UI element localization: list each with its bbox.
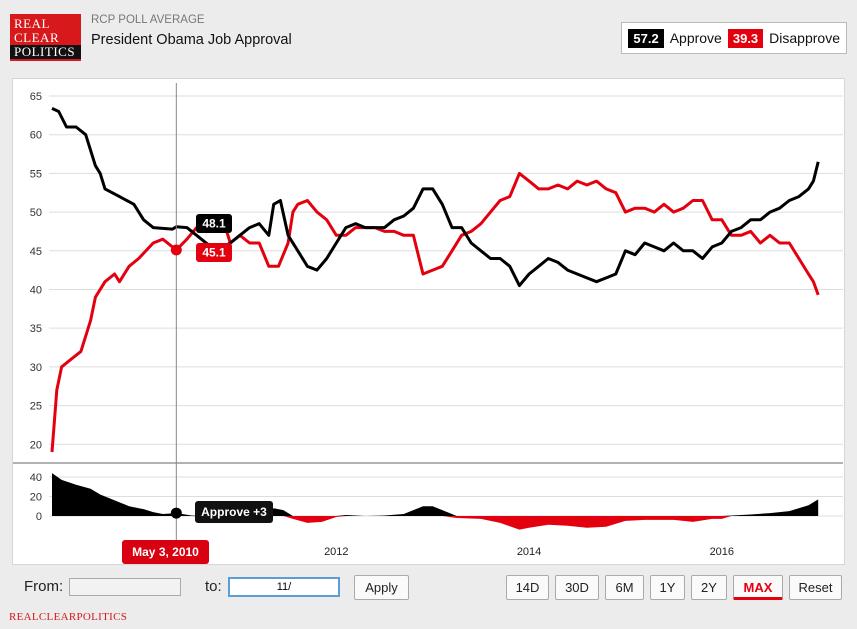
y-tick-label: 65: [30, 91, 42, 103]
range-button-30d[interactable]: 30D: [555, 575, 599, 600]
date-tooltip: May 3, 2010: [132, 545, 199, 559]
from-date-input[interactable]: [69, 578, 181, 596]
y-tick-label: 25: [30, 401, 42, 413]
spread-hover-dot: [170, 507, 182, 519]
spread-tooltip: Approve +3: [201, 505, 267, 519]
disapprove-series-line: [50, 171, 820, 453]
y-tick-label: 40: [30, 284, 42, 296]
to-label: to:: [205, 578, 222, 595]
y-tick-label: 30: [30, 362, 42, 374]
chart-panel[interactable]: [12, 78, 845, 565]
range-button-2y[interactable]: 2Y: [691, 575, 727, 600]
y-tick-label: 55: [30, 168, 42, 180]
range-button-max[interactable]: MAX: [733, 575, 783, 600]
y-tick-label: 60: [30, 130, 42, 142]
y-tick-label: 45: [30, 246, 42, 258]
spread-area-positive: [52, 473, 819, 516]
date-tooltip-box: [122, 540, 209, 564]
disapprove-legend-label: Disapprove: [769, 30, 840, 46]
spread-y-tick-label: 0: [36, 511, 42, 523]
spread-tooltip-box: [195, 501, 273, 523]
x-tick-label: 2014: [517, 546, 541, 558]
disapprove-value-badge: 39.3: [727, 28, 764, 48]
approve-legend-label: Approve: [669, 30, 722, 46]
approve-value-badge: 57.2: [628, 28, 664, 48]
y-tick-label: 35: [30, 323, 42, 335]
legend: 57.2 Approve 39.3 Disapprove: [621, 22, 847, 54]
y-tick-label: 50: [30, 207, 42, 219]
logo-line: CLEAR: [14, 30, 60, 45]
apply-button[interactable]: Apply: [354, 575, 409, 600]
chart-subtitle: RCP POLL AVERAGE: [91, 14, 205, 26]
reset-button[interactable]: Reset: [789, 575, 842, 600]
disapprove-tooltip-box: [196, 243, 232, 262]
disapprove-hover-dot: [170, 244, 182, 256]
approve-tooltip: 48.1: [202, 217, 226, 231]
logo-line: POLITICS: [10, 45, 81, 59]
spread-y-tick-label: 20: [30, 492, 42, 504]
x-tick-label: 2012: [324, 546, 348, 558]
spread-y-tick-label: 40: [30, 472, 42, 484]
range-button-14d[interactable]: 14D: [506, 575, 549, 600]
from-label: From:: [24, 578, 64, 595]
approve-series-line: [51, 107, 820, 288]
y-tick-label: 20: [30, 439, 42, 451]
chart-title: President Obama Job Approval: [91, 32, 292, 48]
range-button-1y[interactable]: 1Y: [650, 575, 685, 600]
approve-tooltip-box: [196, 214, 232, 233]
disapprove-tooltip: 45.1: [202, 246, 226, 260]
footer-brand: REALCLEARPOLITICS: [9, 611, 128, 623]
x-tick-label: 2016: [710, 546, 734, 558]
rcp-logo[interactable]: REAL CLEAR POLITICS: [10, 14, 81, 61]
range-button-6m[interactable]: 6M: [605, 575, 644, 600]
logo-line: REAL: [14, 16, 50, 31]
to-date-input[interactable]: [228, 577, 340, 597]
spread-area-negative: [52, 516, 819, 530]
